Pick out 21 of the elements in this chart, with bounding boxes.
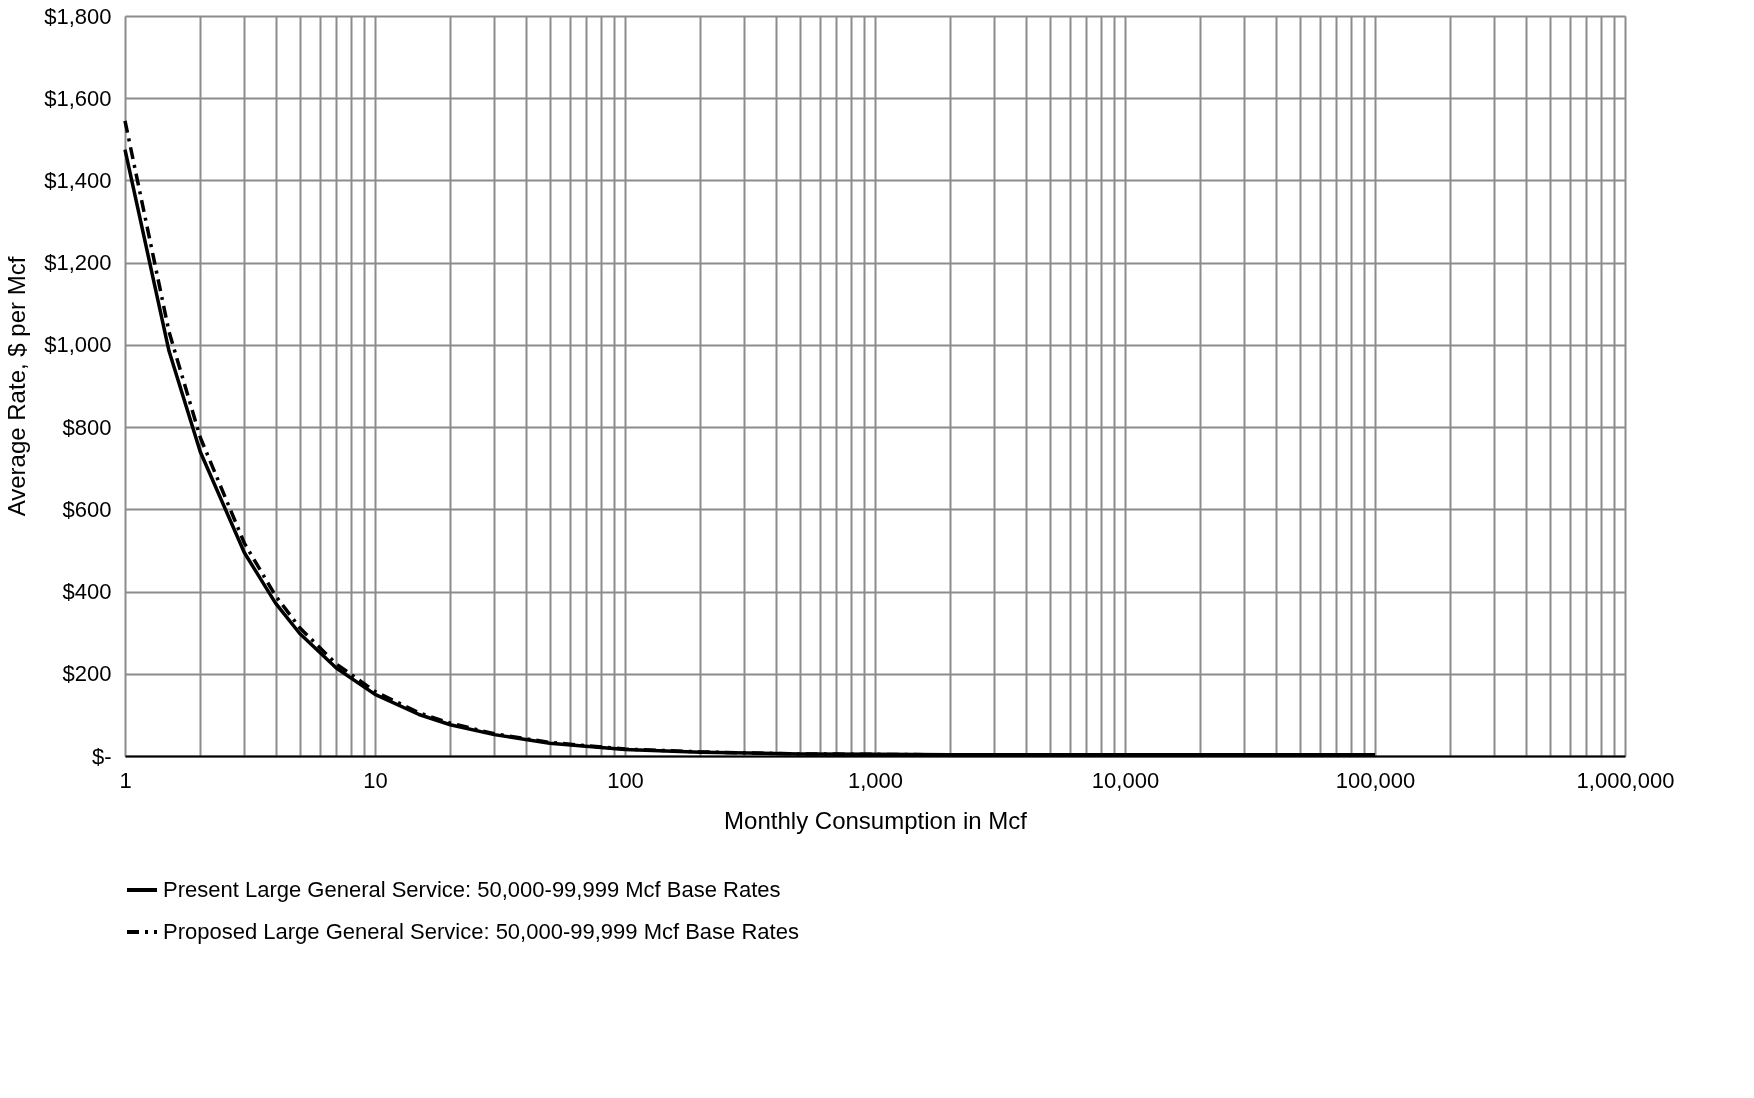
x-tick-label: 1 bbox=[119, 767, 132, 793]
y-tick-label: $- bbox=[91, 743, 112, 769]
y-tick-label: $1,400 bbox=[44, 167, 112, 193]
x-tick-label: 1,000 bbox=[847, 767, 904, 793]
x-tick-label: 100,000 bbox=[1335, 767, 1416, 793]
y-tick-label: $1,200 bbox=[44, 250, 112, 276]
legend-label: Proposed Large General Service: 50,000-99,999 Mcf Base Rates bbox=[163, 919, 799, 944]
legend-label: Present Large General Service: 50,000-99,999 Mcf Base Rates bbox=[163, 877, 781, 902]
y-tick-label: $1,600 bbox=[44, 85, 112, 111]
x-tick-label: 10 bbox=[363, 767, 388, 793]
y-tick-label: $800 bbox=[62, 414, 112, 440]
y-tick-label: $400 bbox=[62, 579, 112, 605]
y-tick-label: $200 bbox=[62, 661, 112, 687]
y-axis-title: Average Rate, $ per Mcf bbox=[3, 256, 31, 517]
x-tick-label: 1,000,000 bbox=[1576, 767, 1675, 793]
y-tick-label: $1,800 bbox=[44, 3, 112, 29]
y-tick-label: $1,000 bbox=[44, 332, 112, 358]
x-axis-title: Monthly Consumption in Mcf bbox=[724, 806, 1028, 834]
x-tick-label: 100 bbox=[607, 767, 644, 793]
y-tick-label: $600 bbox=[62, 496, 112, 522]
x-tick-label: 10,000 bbox=[1091, 767, 1160, 793]
